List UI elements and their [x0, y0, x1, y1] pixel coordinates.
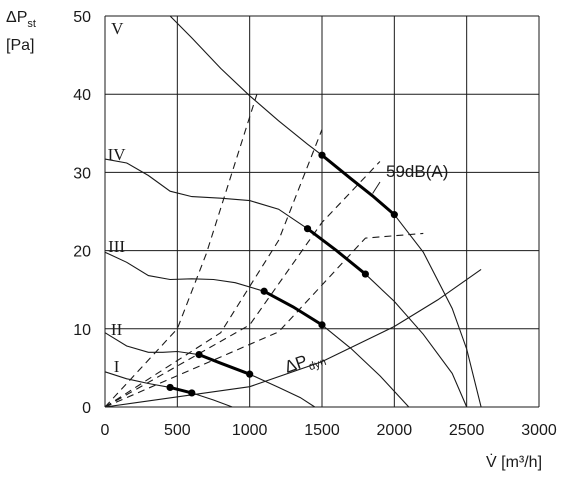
dynamic-pressure-label: ΔPdyn	[282, 346, 328, 381]
operating-point	[361, 270, 369, 278]
fan-curve-label: I	[114, 357, 120, 376]
fan-curve-label: II	[111, 320, 123, 339]
noise-level-label: 59dB(A)	[386, 162, 448, 181]
operating-point	[166, 383, 174, 392]
x-tick-label: 2500	[449, 422, 485, 439]
y-axis-label: ΔPst	[6, 9, 36, 30]
system-curve	[104, 161, 381, 408]
y-tick-label: 10	[73, 322, 91, 339]
noise-leader-line	[372, 181, 381, 194]
x-tick-label: 2000	[377, 422, 413, 439]
operating-point	[318, 321, 326, 329]
fan-curve-II	[104, 332, 316, 408]
operating-segment	[263, 289, 323, 327]
system-curve	[104, 94, 258, 408]
operating-segment	[321, 154, 396, 216]
operating-point	[195, 351, 203, 359]
fan-curve-III	[104, 251, 410, 408]
x-tick-label: 1000	[232, 422, 268, 439]
operating-segment	[306, 227, 367, 276]
fan-curve-label: III	[108, 237, 125, 256]
y-tick-label: 40	[73, 87, 91, 104]
fan-curve-V	[169, 15, 482, 408]
system-curve	[104, 232, 424, 408]
operating-point	[260, 287, 268, 295]
y-tick-label: 50	[73, 9, 91, 26]
operating-segment	[198, 353, 251, 376]
operating-point	[390, 211, 398, 219]
operating-segments	[169, 154, 396, 395]
y-tick-label: 30	[73, 165, 91, 182]
fan-curve-label: V	[111, 19, 124, 38]
fan-curve-label: IV	[108, 145, 127, 164]
x-tick-label: 0	[101, 422, 110, 439]
y-tick-label: 20	[73, 244, 91, 261]
fan-curves	[104, 15, 482, 408]
system-curve	[104, 129, 323, 408]
tick-labels: 0 500 1000 1500 2000 2500 3000 0 10 20 30 40 50	[73, 9, 557, 439]
operating-point	[303, 225, 312, 233]
x-tick-label: 3000	[521, 422, 557, 439]
y-axis-unit: [Pa]	[6, 37, 34, 54]
operating-points	[166, 151, 398, 397]
operating-segment	[169, 385, 193, 395]
operating-point	[318, 151, 326, 159]
y-tick-label: 0	[82, 400, 91, 417]
system-curves	[104, 94, 424, 408]
operating-point	[188, 389, 196, 397]
x-tick-label: 500	[164, 422, 191, 439]
x-axis-label: V̇ [m³/h]	[486, 453, 542, 471]
x-tick-label: 1500	[304, 422, 340, 439]
operating-point	[246, 370, 254, 378]
fan-curve-IV	[104, 158, 468, 408]
chart-grid	[104, 15, 540, 408]
